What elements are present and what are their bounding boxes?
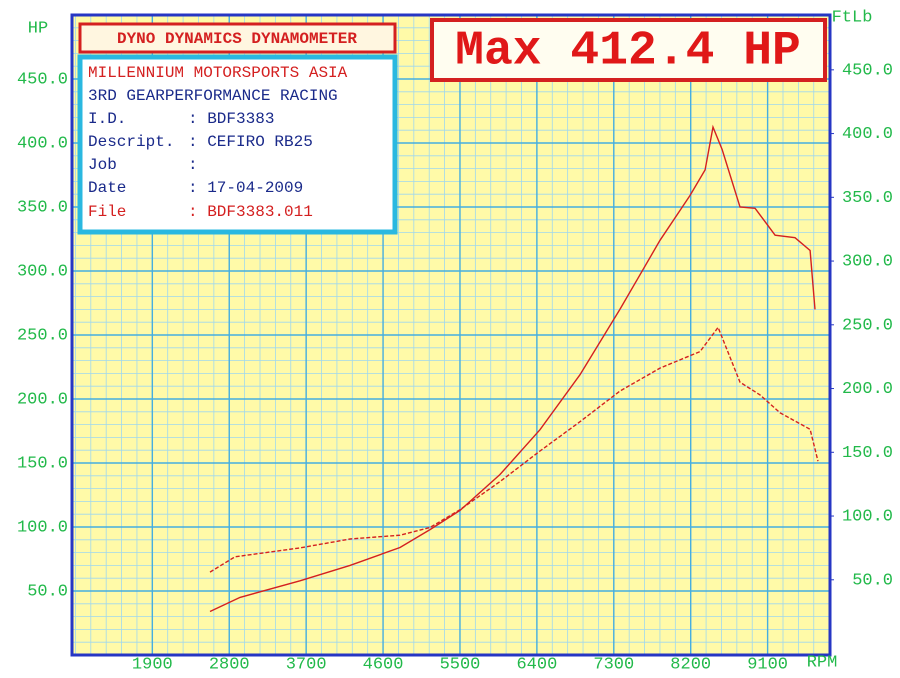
y2-tick-label: 50.0 xyxy=(852,571,893,590)
y-tick-label: 350.0 xyxy=(17,198,68,217)
y-tick-label: 450.0 xyxy=(17,70,68,89)
header-text: DYNO DYNAMICS DYNAMOMETER xyxy=(117,30,357,48)
info-value: : BDF3383.011 xyxy=(188,203,313,221)
x-tick-label: 3700 xyxy=(286,655,327,674)
y2-tick-label: 150.0 xyxy=(842,444,893,463)
info-box xyxy=(77,54,398,235)
y-tick-label: 100.0 xyxy=(17,518,68,537)
y-tick-label: 150.0 xyxy=(17,454,68,473)
y-tick-label: 300.0 xyxy=(17,262,68,281)
info-line: 3RD GEARPERFORMANCE RACING xyxy=(88,87,338,105)
x-tick-label: 9100 xyxy=(747,655,788,674)
y-tick-label: 50.0 xyxy=(27,582,68,601)
info-label: Job xyxy=(88,156,117,174)
power-curve xyxy=(209,325,819,573)
x-axis-label: RPM xyxy=(807,653,838,672)
info-label: Descript. xyxy=(88,133,174,151)
info-value: : 17-04-2009 xyxy=(188,179,303,197)
y2-tick-label: 450.0 xyxy=(842,61,893,80)
y-tick-label: 200.0 xyxy=(17,390,68,409)
x-tick-label: 8200 xyxy=(670,655,711,674)
y2-axis-label: FtLb xyxy=(832,8,873,27)
x-tick-label: 5500 xyxy=(440,655,481,674)
info-value: : xyxy=(188,156,198,174)
max-box xyxy=(430,18,827,82)
y2-tick-label: 350.0 xyxy=(842,189,893,208)
x-tick-label: 6400 xyxy=(516,655,557,674)
x-tick-label: 1900 xyxy=(132,655,173,674)
x-tick-label: 7300 xyxy=(593,655,634,674)
x-tick-label: 2800 xyxy=(209,655,250,674)
x-tick-label: 4600 xyxy=(363,655,404,674)
y2-tick-label: 200.0 xyxy=(842,380,893,399)
y2-tick-label: 400.0 xyxy=(842,125,893,144)
info-line: MILLENNIUM MOTORSPORTS ASIA xyxy=(88,64,348,82)
curves xyxy=(209,124,819,613)
plot-border xyxy=(70,13,832,657)
info-label: I.D. xyxy=(88,110,126,128)
y2-tick-label: 250.0 xyxy=(842,316,893,335)
y2-tick-label: 300.0 xyxy=(842,253,893,272)
y2-tick-label: 100.0 xyxy=(842,508,893,527)
header-box xyxy=(78,22,397,54)
info-value: : BDF3383 xyxy=(188,110,274,128)
power-curve xyxy=(209,124,816,613)
y-tick-label: 250.0 xyxy=(17,326,68,345)
info-label: Date xyxy=(88,179,126,197)
y-tick-label: 400.0 xyxy=(17,134,68,153)
y-axis-label: HP xyxy=(28,19,48,38)
info-label: File xyxy=(88,203,126,221)
info-value: : CEFIRO RB25 xyxy=(188,133,313,151)
max-text: Max 412.4 HP xyxy=(455,25,801,79)
